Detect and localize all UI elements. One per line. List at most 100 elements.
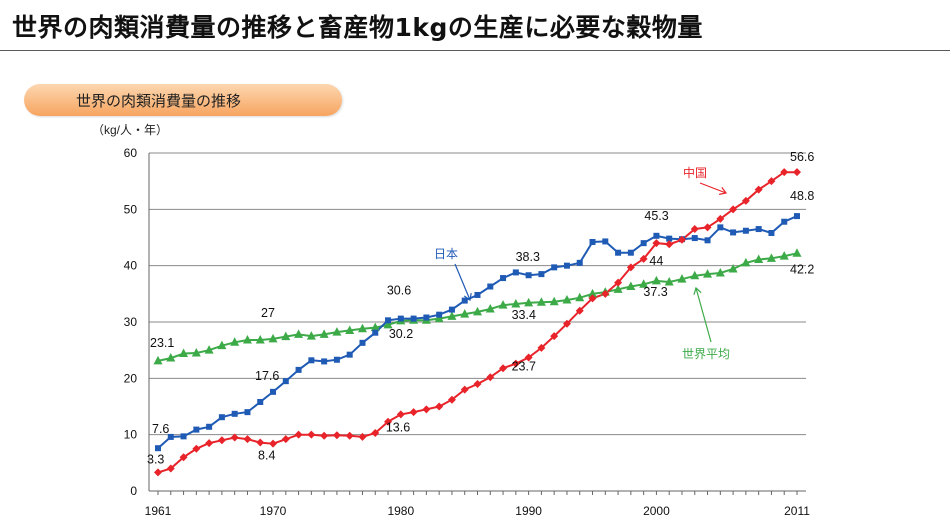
data-label: 37.3 xyxy=(643,285,667,299)
data-label: 38.3 xyxy=(516,250,540,264)
marker-triangle xyxy=(511,298,521,308)
marker-triangle xyxy=(677,274,687,283)
marker-diamond xyxy=(473,379,482,388)
marker-diamond xyxy=(332,431,341,440)
marker-square xyxy=(474,291,481,298)
marker-triangle xyxy=(639,279,649,288)
page-title: 世界の肉類消費量の推移と畜産物1kgの生産に必要な穀物量 xyxy=(12,13,703,42)
marker-diamond xyxy=(307,430,316,439)
marker-square xyxy=(448,306,455,313)
annotation-arrow-world xyxy=(695,287,712,343)
marker-diamond xyxy=(780,168,789,177)
marker-diamond xyxy=(511,359,520,368)
marker-square xyxy=(551,264,558,271)
marker-triangle xyxy=(754,254,764,263)
marker-square xyxy=(436,311,443,318)
marker-diamond xyxy=(703,223,712,232)
marker-triangle xyxy=(179,348,189,358)
marker-square xyxy=(295,366,302,373)
marker-diamond xyxy=(422,405,431,414)
annotation-japan: 日本 xyxy=(434,247,458,261)
data-label: 8.4 xyxy=(258,449,275,463)
marker-square xyxy=(742,227,749,234)
y-tick-label: 60 xyxy=(124,146,138,160)
marker-triangle xyxy=(332,327,342,336)
marker-triangle xyxy=(703,269,713,278)
x-tick-label: 2000 xyxy=(643,504,670,518)
y-tick-label: 50 xyxy=(124,202,138,216)
marker-diamond xyxy=(562,319,571,328)
marker-diamond xyxy=(601,289,610,298)
marker-triangle xyxy=(434,313,444,323)
marker-triangle xyxy=(536,297,546,306)
marker-square xyxy=(615,249,622,256)
marker-diamond xyxy=(294,430,303,439)
marker-triangle xyxy=(217,340,227,350)
marker-square xyxy=(461,297,468,304)
marker-triangle xyxy=(766,253,776,262)
marker-diamond xyxy=(217,436,226,445)
marker-square xyxy=(282,378,289,385)
marker-diamond xyxy=(345,431,354,440)
marker-triangle xyxy=(741,257,751,267)
marker-square xyxy=(270,388,277,395)
data-label: 42.2 xyxy=(790,262,814,276)
marker-diamond xyxy=(243,435,252,444)
marker-diamond xyxy=(677,235,686,244)
marker-square xyxy=(257,398,264,405)
arrowhead xyxy=(463,292,472,302)
marker-square xyxy=(717,224,724,231)
marker-square xyxy=(666,235,673,242)
data-label: 45.3 xyxy=(644,209,668,223)
annotation-arrow-japan xyxy=(454,263,471,301)
marker-square xyxy=(231,410,238,417)
marker-triangle xyxy=(715,267,725,277)
marker-diamond xyxy=(614,278,623,287)
data-label: 7.6 xyxy=(152,422,169,436)
marker-triangle xyxy=(626,281,636,291)
marker-triangle xyxy=(664,277,674,286)
marker-square xyxy=(576,259,583,266)
marker-triangle xyxy=(524,297,534,307)
data-labels: 23.1 7.6 3.3 27 17.6 8.4 30.6 30.2 13.6 38.3 33.4 2… xyxy=(147,150,814,466)
marker-triangle xyxy=(383,319,393,329)
marker-diamond xyxy=(179,453,188,462)
marker-triangle xyxy=(166,353,176,362)
marker-diamond xyxy=(447,395,456,404)
marker-diamond xyxy=(230,433,239,442)
marker-triangle xyxy=(575,292,585,302)
marker-diamond xyxy=(486,373,495,382)
marker-square xyxy=(193,426,200,433)
marker-triangle xyxy=(153,355,163,365)
section-label-pill: 世界の肉類消費量の推移 xyxy=(24,84,342,116)
marker-diamond xyxy=(166,464,175,473)
annotation-china: 中国 xyxy=(683,165,707,180)
marker-diamond xyxy=(652,239,661,248)
x-tick-label: 1961 xyxy=(145,504,172,518)
marker-diamond xyxy=(205,439,214,448)
marker-diamond xyxy=(537,343,546,352)
marker-diamond xyxy=(550,332,559,341)
marker-triangle xyxy=(588,288,598,298)
marker-square xyxy=(768,229,775,236)
marker-triangle xyxy=(613,284,623,293)
marker-square xyxy=(640,240,647,247)
data-label: 30.6 xyxy=(387,284,411,298)
marker-diamond xyxy=(575,306,584,315)
marker-diamond xyxy=(588,294,597,303)
marker-diamond xyxy=(435,402,444,411)
marker-square xyxy=(563,262,570,269)
marker-square xyxy=(308,357,315,364)
marker-square xyxy=(704,237,711,244)
marker-triangle xyxy=(549,296,559,306)
marker-square xyxy=(627,249,634,256)
marker-diamond xyxy=(754,185,763,194)
marker-triangle xyxy=(485,304,495,313)
y-axis-unit-label: （kg/人・年） xyxy=(92,123,168,137)
marker-diamond xyxy=(639,254,648,263)
x-tick-label: 2011 xyxy=(784,504,810,518)
gridlines xyxy=(149,152,806,436)
marker-triangle xyxy=(306,331,316,340)
marker-square xyxy=(206,423,213,430)
